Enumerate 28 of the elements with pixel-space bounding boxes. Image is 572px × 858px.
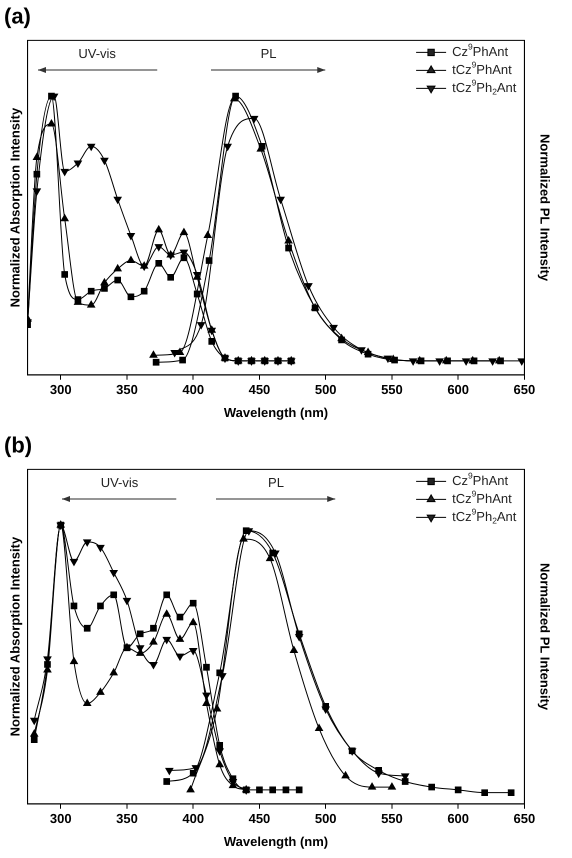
x-tick-label: 600 [447, 382, 470, 398]
y2-axis-title: Normalized PL Intensity [538, 134, 553, 282]
text: PL [268, 475, 284, 490]
x-tick-label: 450 [248, 811, 270, 826]
x-tick-label: 500 [314, 811, 337, 826]
x-tick-label: 300 [50, 382, 72, 398]
x-axis-title: Wavelength (nm) [224, 834, 328, 849]
x-tick-label: 400 [182, 811, 204, 826]
chart-title: (b) [4, 432, 32, 458]
x-tick-label: 350 [116, 811, 138, 826]
x-tick-label: 650 [514, 382, 536, 398]
x-tick-label: 550 [381, 811, 403, 826]
x-tick-label: 350 [116, 382, 138, 398]
x-tick-label: 600 [447, 811, 470, 826]
x-axis-title: Wavelength (nm) [224, 404, 328, 420]
x-tick-label: 550 [381, 382, 403, 398]
x-tick-label: 500 [314, 382, 337, 398]
x-tick-label: 450 [248, 382, 270, 398]
y2-axis-title: Normalized PL Intensity [538, 563, 553, 711]
x-tick-label: 650 [514, 811, 536, 826]
text: UV-vis [100, 475, 138, 490]
y-axis-title: Normalized Absorption Intensity [7, 107, 22, 308]
y-axis-title: Normalized Absorption Intensity [7, 536, 22, 736]
text: UV-vis [78, 46, 116, 62]
x-tick-label: 400 [182, 382, 204, 398]
chart-title: (a) [4, 3, 31, 28]
x-tick-label: 300 [50, 811, 72, 826]
text: PL [260, 46, 276, 62]
